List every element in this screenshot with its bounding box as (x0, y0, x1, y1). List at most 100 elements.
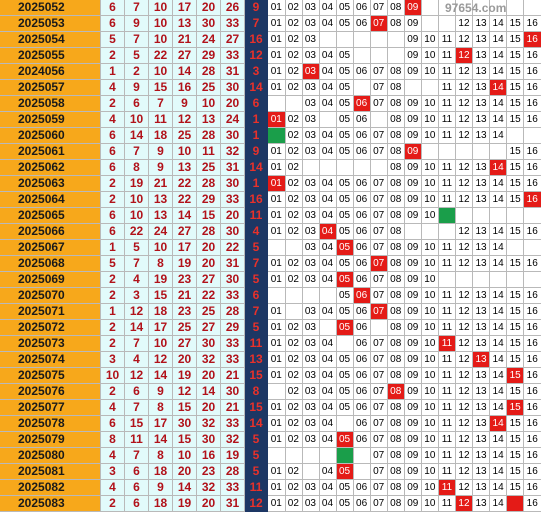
empty-cell (421, 80, 440, 96)
number-cell: 08 (387, 496, 405, 512)
number-cell: 01 (268, 208, 286, 224)
hit-cell (268, 128, 286, 144)
red-number: 7 (125, 256, 149, 272)
number-cell: 11 (438, 368, 457, 384)
red-number: 30 (221, 384, 245, 400)
number-cell: 05 (336, 0, 354, 16)
empty-cell (353, 160, 371, 176)
number-cell: 03 (302, 32, 320, 48)
red-number: 33 (221, 336, 245, 352)
number-cell: 10 (421, 480, 440, 496)
hit-cell: 16 (523, 192, 541, 208)
number-cell: 15 (506, 448, 525, 464)
number-cell: 15 (506, 144, 525, 160)
number-cell: 09 (404, 192, 423, 208)
number-cell: 06 (353, 240, 371, 256)
number-cell: 14 (489, 32, 508, 48)
red-number: 10 (149, 240, 173, 256)
period: 2025061 (0, 144, 101, 160)
red-number: 10 (125, 192, 149, 208)
empty-cell (319, 160, 337, 176)
number-cell: 08 (387, 128, 405, 144)
red-number: 15 (149, 80, 173, 96)
number-cell: 16 (523, 480, 541, 496)
red-number: 9 (149, 144, 173, 160)
red-number: 10 (101, 368, 125, 384)
number-cell: 15 (506, 80, 525, 96)
red-number: 27 (197, 272, 221, 288)
number-cell: 07 (370, 480, 388, 496)
number-cell: 13 (472, 304, 491, 320)
number-cell: 08 (387, 240, 405, 256)
number-cell: 02 (285, 320, 303, 336)
empty-cell (268, 96, 286, 112)
number-cell: 02 (285, 432, 303, 448)
number-cell: 05 (336, 176, 354, 192)
number-cell: 16 (523, 224, 541, 240)
blue-number: 15 (245, 400, 268, 416)
red-number: 31 (221, 496, 245, 512)
number-cell: 01 (268, 496, 286, 512)
number-cell: 10 (421, 336, 440, 352)
red-number: 10 (173, 448, 197, 464)
number-cell: 16 (523, 96, 541, 112)
period: 2025081 (0, 464, 101, 480)
number-cell: 04 (319, 0, 337, 16)
period: 2025083 (0, 496, 101, 512)
red-number: 10 (149, 336, 173, 352)
number-cell: 08 (387, 480, 405, 496)
red-number: 12 (149, 352, 173, 368)
number-cell: 02 (285, 32, 303, 48)
number-cell: 09 (404, 320, 423, 336)
red-number: 25 (197, 160, 221, 176)
blue-number: 6 (245, 96, 268, 112)
red-number: 2 (101, 320, 125, 336)
empty-cell (506, 240, 525, 256)
number-cell: 07 (370, 144, 388, 160)
number-cell: 11 (438, 48, 457, 64)
number-cell: 08 (387, 416, 405, 432)
number-cell: 06 (353, 128, 371, 144)
number-cell: 01 (268, 0, 286, 16)
red-number: 30 (221, 80, 245, 96)
hit-cell: 04 (319, 224, 337, 240)
number-cell: 09 (404, 464, 423, 480)
number-cell: 08 (387, 432, 405, 448)
red-number: 14 (125, 320, 149, 336)
empty-cell (506, 208, 525, 224)
empty-cell (387, 48, 405, 64)
red-number: 22 (197, 288, 221, 304)
number-cell: 14 (489, 448, 508, 464)
red-number: 4 (101, 80, 125, 96)
number-cell: 09 (404, 384, 423, 400)
number-cell: 02 (285, 224, 303, 240)
number-cell: 03 (302, 480, 320, 496)
red-number: 28 (197, 64, 221, 80)
red-number: 6 (101, 0, 125, 16)
number-cell: 13 (472, 176, 491, 192)
period: 2025074 (0, 352, 101, 368)
red-number: 20 (221, 208, 245, 224)
number-cell: 15 (506, 256, 525, 272)
number-cell: 16 (523, 352, 541, 368)
period: 2025077 (0, 400, 101, 416)
blue-number: 4 (245, 224, 268, 240)
red-number: 11 (125, 432, 149, 448)
number-cell: 15 (506, 352, 525, 368)
empty-cell (302, 464, 320, 480)
red-number: 19 (149, 272, 173, 288)
number-cell: 01 (268, 32, 286, 48)
number-cell: 12 (455, 192, 474, 208)
number-cell: 03 (302, 320, 320, 336)
empty-cell (285, 288, 303, 304)
red-number: 19 (125, 176, 149, 192)
red-number: 6 (125, 96, 149, 112)
number-cell: 03 (302, 304, 320, 320)
number-cell: 01 (268, 64, 286, 80)
empty-cell (268, 288, 286, 304)
red-number: 6 (101, 128, 125, 144)
number-cell: 04 (319, 464, 337, 480)
red-number: 12 (173, 384, 197, 400)
number-cell: 04 (319, 336, 337, 352)
number-cell: 16 (523, 416, 541, 432)
